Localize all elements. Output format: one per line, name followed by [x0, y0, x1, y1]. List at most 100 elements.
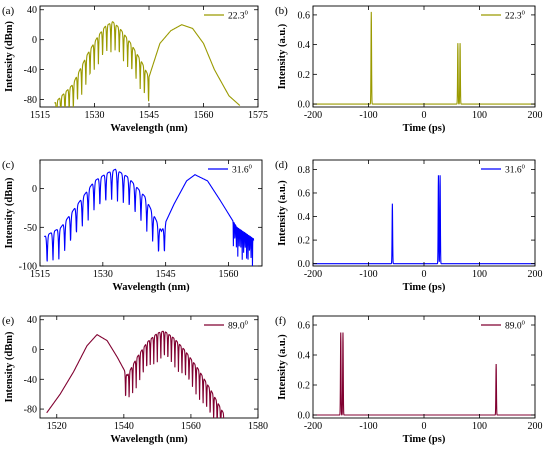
panel-label: (f)	[275, 315, 286, 327]
y-tick-label: -80	[24, 405, 37, 416]
x-tick-label: 200	[528, 110, 543, 121]
series-line	[313, 11, 535, 105]
x-tick-label: 1515	[30, 110, 50, 121]
y-tick-label: 0	[32, 345, 37, 356]
x-tick-label: -200	[304, 269, 322, 280]
x-tick-label: 1545	[139, 110, 159, 121]
x-tick-label: 200	[528, 269, 543, 280]
y-tick-label: -40	[24, 65, 37, 76]
x-tick-label: 100	[472, 269, 487, 280]
x-tick-label: -200	[304, 110, 322, 121]
x-tick-label: 1560	[181, 421, 201, 432]
y-tick-label: 0.4	[298, 40, 311, 51]
x-tick-label: 1560	[218, 269, 238, 280]
y-tick-label: 0.0	[298, 100, 311, 111]
y-tick-label: 0.4	[298, 351, 311, 362]
panel-label: (d)	[275, 159, 288, 171]
x-tick-label: 100	[472, 421, 487, 432]
y-tick-label: 0.4	[298, 212, 311, 223]
y-tick-label: 0.8	[298, 165, 311, 176]
y-tick-label: -100	[19, 262, 37, 273]
y-tick-label: -50	[24, 223, 37, 234]
panel-4: 1520 1540 1560 1580 -80 -40 0 40 Wavelength (nm)…	[2, 315, 268, 445]
x-axis-label: Time (ps)	[403, 282, 446, 293]
legend-label: 22.30	[228, 10, 248, 22]
y-axis-label: Intensity (a.u.)	[277, 23, 288, 89]
y-tick-label: 40	[27, 315, 37, 326]
y-tick-label: 0.6	[298, 10, 311, 21]
y-tick-label: 40	[27, 5, 37, 16]
y-axis-label: Intensity (dBm)	[4, 21, 15, 92]
series-line	[54, 21, 241, 107]
y-tick-label: -80	[24, 95, 37, 106]
plot-frame	[39, 159, 263, 267]
y-tick-label: 0.0	[298, 259, 311, 270]
y-tick-label: 0.2	[298, 381, 311, 392]
series-line	[43, 168, 255, 266]
plot-frame	[312, 315, 536, 419]
x-tick-label: 100	[472, 110, 487, 121]
x-tick-label: 1580	[248, 421, 268, 432]
legend-label: 31.60	[232, 164, 252, 176]
panel-2: 1515 1530 1545 1560 -100 -50 0 Wavelength (nm) I…	[2, 159, 263, 293]
legend-label: 31.60	[505, 164, 525, 176]
y-tick-label: 0	[32, 35, 37, 46]
y-axis-label: Intensity (a.u.)	[277, 180, 288, 246]
x-tick-label: 1520	[47, 421, 67, 432]
y-tick-label: 0.0	[298, 411, 311, 422]
y-tick-label: -40	[24, 375, 37, 386]
plot-frame	[312, 5, 536, 108]
x-tick-label: 1560	[194, 110, 214, 121]
x-tick-label: 0	[422, 110, 427, 121]
x-axis-label: Time (ps)	[403, 123, 446, 134]
x-tick-label: 200	[528, 421, 543, 432]
y-tick-label: 0.2	[298, 70, 311, 81]
legend-label: 89.00	[228, 320, 248, 332]
x-tick-label: 1515	[30, 269, 50, 280]
x-tick-label: 1530	[85, 110, 105, 121]
y-axis-label: Intensity (dBm)	[4, 177, 15, 248]
degree-superscript: 0	[245, 10, 248, 17]
degree-superscript: 0	[245, 320, 248, 327]
panel-label: (c)	[2, 159, 15, 171]
x-tick-label: 1575	[248, 110, 268, 121]
series-line	[313, 175, 535, 265]
plot-frame	[312, 159, 536, 267]
x-tick-label: 1540	[114, 421, 134, 432]
x-tick-label: -200	[304, 421, 322, 432]
degree-superscript: 0	[249, 164, 252, 171]
x-axis-label: Wavelength (nm)	[110, 434, 188, 445]
panel-5: -200 -100 0 100 200 0.0 0.2 0.4 0.6 Time (ps) Inte…	[275, 315, 543, 445]
plot-frame	[39, 315, 259, 419]
panel-0: 1515 1530 1545 1560 1575 -80 -40 0 40 Wavelength …	[2, 5, 268, 134]
degree-superscript: 0	[522, 164, 525, 171]
panel-label: (b)	[275, 5, 288, 17]
legend-label: 22.30	[505, 10, 525, 22]
y-tick-label: 0.6	[298, 321, 311, 332]
legend-label: 89.00	[505, 320, 525, 332]
y-tick-label: 0.6	[298, 188, 311, 199]
x-tick-label: 1545	[156, 269, 176, 280]
panel-1: -200 -100 0 100 200 0.0 0.2 0.4 0.6 Time (ps) Inte…	[275, 5, 543, 134]
panel-label: (e)	[2, 315, 15, 327]
series-line	[313, 332, 535, 416]
x-tick-label: -100	[359, 269, 377, 280]
degree-superscript: 0	[522, 320, 525, 327]
y-axis-label: Intensity (a.u.)	[277, 334, 288, 400]
x-tick-label: -100	[359, 421, 377, 432]
panel-3: -200 -100 0 100 200 0.0 0.2 0.4 0.6 0.8 Time (ps) I…	[275, 159, 543, 293]
y-tick-label: 0.2	[298, 236, 311, 247]
panel-label: (a)	[2, 5, 15, 17]
y-tick-label: 0	[32, 184, 37, 195]
x-tick-label: 0	[422, 269, 427, 280]
x-tick-label: -100	[359, 110, 377, 121]
x-axis-label: Time (ps)	[403, 434, 446, 445]
x-tick-label: 1530	[93, 269, 113, 280]
x-axis-label: Wavelength (nm)	[110, 123, 188, 134]
series-line	[46, 330, 225, 418]
degree-superscript: 0	[522, 10, 525, 17]
y-axis-label: Intensity (dBm)	[4, 331, 15, 402]
x-axis-label: Wavelength (nm)	[112, 282, 190, 293]
x-tick-label: 0	[422, 421, 427, 432]
